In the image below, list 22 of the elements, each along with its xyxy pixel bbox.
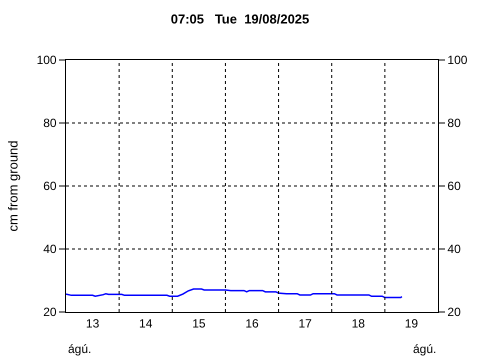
text: ágú. <box>68 342 92 356</box>
y-tick-label: 40 <box>43 242 57 256</box>
x-tick-label: 13 <box>86 316 100 330</box>
y2-tick-label: 60 <box>447 179 462 194</box>
y-axis-title: cm from ground <box>6 140 21 232</box>
x-tick-label: 15 <box>192 316 206 330</box>
line-series <box>66 288 403 298</box>
x-tick-label: 17 <box>298 316 312 330</box>
x-tick-label: 18 <box>352 316 366 330</box>
y2-tick-label: 20 <box>447 305 462 320</box>
chart-title: 07:05 Tue 19/08/2025 <box>170 12 310 26</box>
y2-tick-label: 80 <box>447 116 462 130</box>
y2-tick-label: 100 <box>447 53 468 68</box>
y-tick-label: 80 <box>43 116 57 130</box>
y-tick-label: 60 <box>43 179 57 194</box>
text: ágú. <box>413 342 436 356</box>
x-tick-label: 19 <box>404 316 418 330</box>
x-tick-label: 14 <box>139 316 153 330</box>
y2-tick-label: 40 <box>447 242 462 256</box>
y-tick-label: 100 <box>36 53 57 68</box>
x-tick-label: 16 <box>245 316 259 330</box>
y-tick-label: 20 <box>43 305 57 320</box>
